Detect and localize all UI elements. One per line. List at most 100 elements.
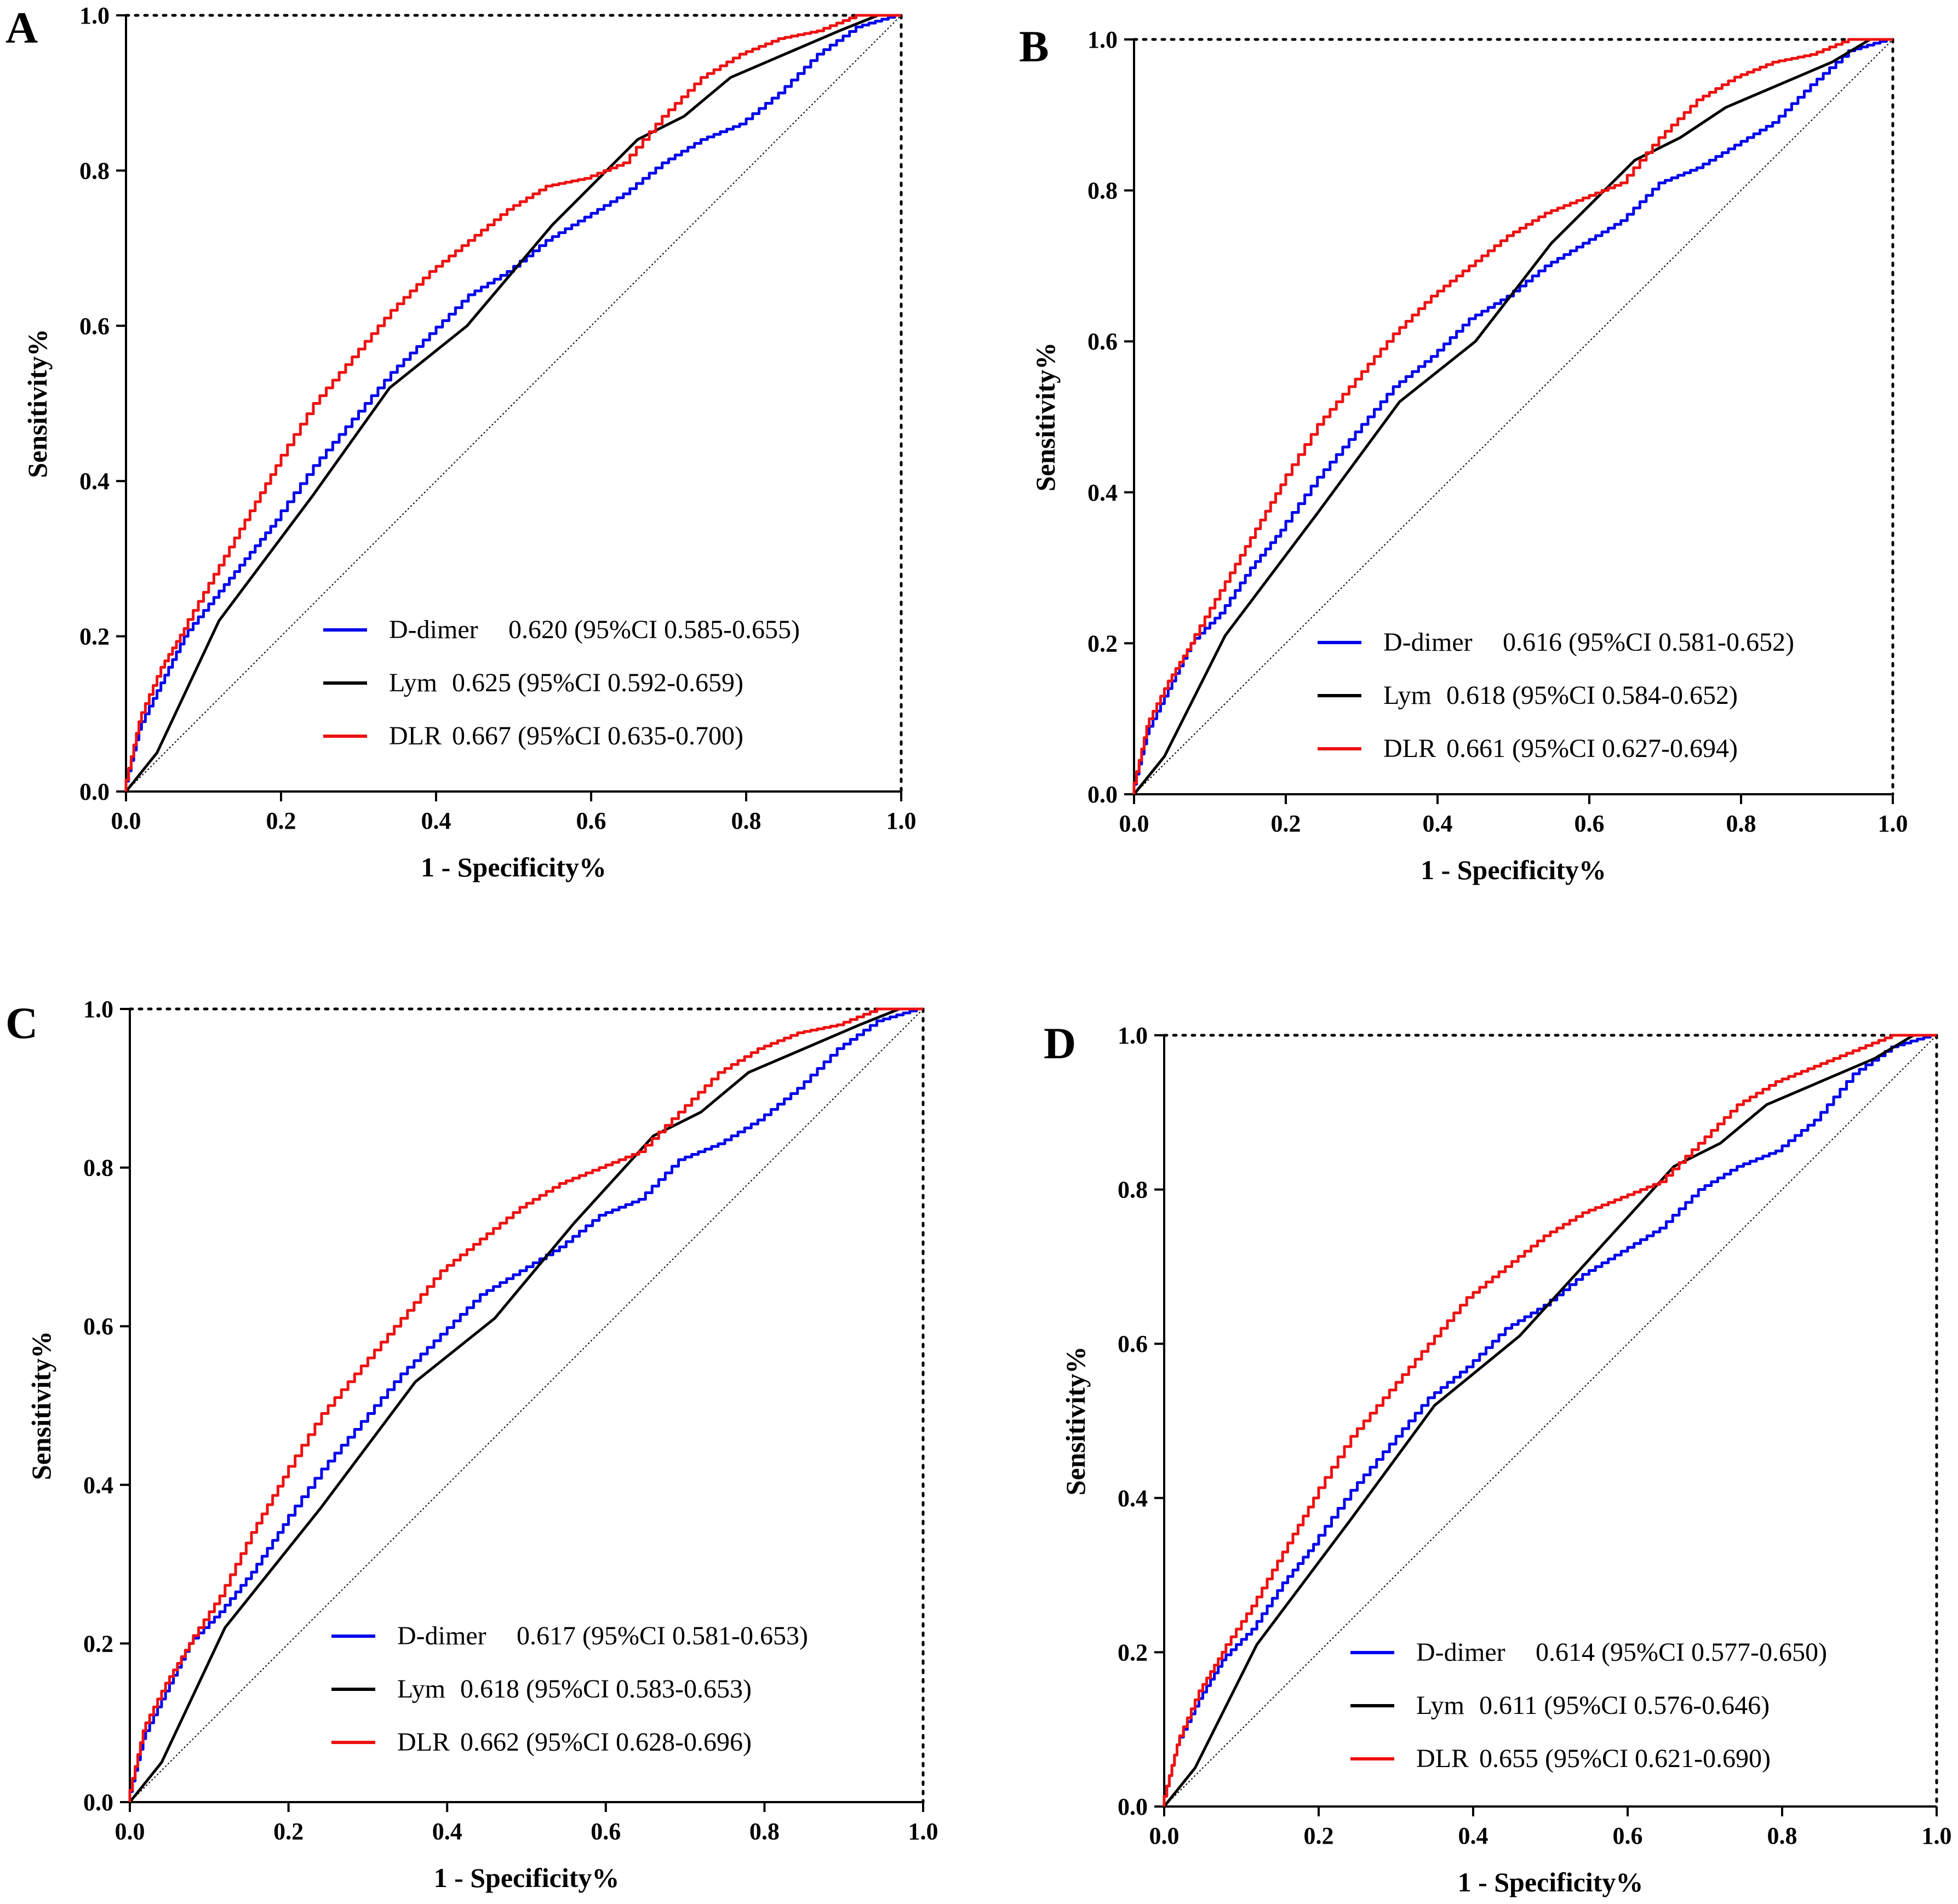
panel-c-y-tick-label: 0.4 xyxy=(83,1472,113,1499)
panel-a-legend-item-lym: Lym 0.625 (95%CI 0.592-0.659) xyxy=(323,668,743,697)
panel-c: C 0.0 0.2 0.4 0.6 0.8 1.0 0.0 0.2 0.4 0.6 0.8 1.0 1 -… xyxy=(5,996,938,1893)
panel-d-legend-label: D-dimer xyxy=(1416,1638,1505,1667)
panel-b-legend-label: D-dimer xyxy=(1383,628,1473,657)
panel-b-legend-label: DLR xyxy=(1383,734,1436,763)
panel-d-x-tick-label: 1.0 xyxy=(1922,1822,1952,1849)
panel-d-legend-label: DLR xyxy=(1416,1744,1469,1773)
panel-c-legend-item-lym: Lym 0.618 (95%CI 0.583-0.653) xyxy=(331,1674,752,1704)
panel-a-legend-item-dlr: DLR 0.667 (95%CI 0.635-0.700) xyxy=(323,721,743,750)
panel-c-y-axis-title: Sensitivity% xyxy=(26,1331,56,1480)
panel-d-y-tick-label: 0.6 xyxy=(1118,1330,1148,1357)
panel-b-x-tick-label: 0.6 xyxy=(1575,810,1605,837)
panel-a-legend-item-d-dimer: D-dimer 0.620 (95%CI 0.585-0.655) xyxy=(323,615,800,644)
panel-a-x-tick-label: 0.8 xyxy=(731,807,762,834)
panel-c-y-tick-label: 1.0 xyxy=(83,996,113,1023)
panel-d-legend-item-lym: Lym 0.611 (95%CI 0.576-0.646) xyxy=(1350,1691,1770,1720)
panel-a-legend-auc: 0.620 (95%CI 0.585-0.655) xyxy=(508,615,800,644)
panel-d-y-tick-label: 0.2 xyxy=(1118,1639,1148,1666)
panel-b-x-tick-label: 0.0 xyxy=(1119,810,1149,837)
panel-a-legend-label: DLR xyxy=(389,721,442,750)
panel-c-legend-label: DLR xyxy=(397,1728,450,1757)
panel-a-y-tick-label: 0.0 xyxy=(79,778,110,805)
panel-d-x-tick-label: 0.4 xyxy=(1458,1822,1488,1849)
panel-c-x-tick-label: 0.6 xyxy=(591,1818,621,1845)
panel-c-y-tick-label: 0.8 xyxy=(83,1155,113,1182)
panel-d-curve-d-dimer xyxy=(1163,1034,1937,1806)
panel-a-legend-auc: 0.625 (95%CI 0.592-0.659) xyxy=(452,668,743,697)
panel-c-curve-d-dimer xyxy=(128,1007,923,1802)
panel-c-legend-label: Lym xyxy=(397,1674,445,1704)
panel-b-x-tick-label: 0.2 xyxy=(1271,810,1301,837)
panel-d-x-tick-label: 0.8 xyxy=(1767,1822,1797,1849)
panel-d-x-axis-title: 1 - Specificity% xyxy=(1458,1867,1644,1897)
panel-c-curve-lym xyxy=(129,1007,923,1803)
panel-b-y-axis-title: Sensitivity% xyxy=(1030,342,1061,491)
panel-c-y-tick-label: 0.6 xyxy=(83,1313,113,1340)
panel-b-legend-item-lym: Lym 0.618 (95%CI 0.584-0.652) xyxy=(1318,681,1738,710)
panel-a-reference-diagonal xyxy=(125,15,902,792)
panel-d-legend-label: Lym xyxy=(1416,1691,1464,1720)
panel-c-legend-item-d-dimer: D-dimer 0.617 (95%CI 0.581-0.653) xyxy=(331,1621,808,1650)
panel-b-letter: B xyxy=(1019,21,1049,71)
panel-c-y-tick-label: 0.0 xyxy=(83,1789,113,1816)
panel-c-curve-dlr xyxy=(128,1007,923,1802)
panel-d-y-tick-label: 0.4 xyxy=(1118,1485,1148,1512)
panel-c-x-tick-label: 1.0 xyxy=(908,1818,938,1845)
panel-d-x-tick-label: 0.0 xyxy=(1149,1822,1180,1849)
panel-b-legend-item-dlr: DLR 0.661 (95%CI 0.627-0.694) xyxy=(1318,734,1738,763)
panel-b-y-tick-label: 0.4 xyxy=(1087,479,1118,506)
panel-d-y-tick-label: 0.8 xyxy=(1118,1177,1148,1203)
panel-d-legend-item-d-dimer: D-dimer 0.614 (95%CI 0.577-0.650) xyxy=(1350,1638,1827,1667)
panel-c-x-tick-label: 0.2 xyxy=(273,1818,304,1845)
panel-a-y-tick-label: 0.4 xyxy=(79,468,110,495)
panel-c-letter: C xyxy=(5,998,38,1048)
panel-a-x-tick-label: 0.0 xyxy=(111,807,141,834)
panel-b-y-tick-label: 0.8 xyxy=(1087,177,1118,204)
panel-d-legend-auc: 0.655 (95%CI 0.621-0.690) xyxy=(1479,1744,1771,1773)
panel-b-y-tick-label: 0.2 xyxy=(1087,630,1118,657)
panel-b-legend-auc: 0.661 (95%CI 0.627-0.694) xyxy=(1446,734,1738,763)
panel-a-curve-dlr xyxy=(124,14,901,792)
panel-b-legend-item-d-dimer: D-dimer 0.616 (95%CI 0.581-0.652) xyxy=(1318,628,1794,657)
panel-a-legend-label: D-dimer xyxy=(389,615,478,644)
panel-a-x-tick-label: 0.6 xyxy=(576,807,606,834)
panel-a-x-tick-label: 0.2 xyxy=(266,807,296,834)
panel-d-y-axis-title: Sensitivity% xyxy=(1060,1346,1091,1495)
panel-c-legend-item-dlr: DLR 0.662 (95%CI 0.628-0.696) xyxy=(331,1728,752,1757)
panel-a-letter: A xyxy=(5,3,38,53)
panel-b-y-tick-label: 0.0 xyxy=(1087,781,1118,808)
panel-a: A 0.0 0.2 0.4 0.6 0.8 1.0 0.0 0.2 0.4 0.6 0.8 1.0 1 -… xyxy=(5,2,917,882)
panel-b-x-axis-title: 1 - Specificity% xyxy=(1421,854,1606,885)
panel-b-x-tick-label: 1.0 xyxy=(1878,810,1908,837)
panel-b-legend-auc: 0.616 (95%CI 0.581-0.652) xyxy=(1503,628,1794,657)
panel-c-x-tick-label: 0.0 xyxy=(115,1818,145,1845)
panel-a-x-axis-title: 1 - Specificity% xyxy=(421,852,606,882)
panel-d-y-tick-label: 0.0 xyxy=(1118,1793,1148,1820)
panel-b-y-tick-label: 1.0 xyxy=(1087,26,1118,53)
panel-d-x-tick-label: 0.6 xyxy=(1613,1822,1643,1849)
panel-b-curve-dlr xyxy=(1132,38,1893,794)
panel-d-curve-lym xyxy=(1163,1034,1937,1808)
panel-d-reference-diagonal xyxy=(1164,1035,1937,1807)
panel-a-legend-label: Lym xyxy=(389,668,437,697)
panel-c-x-axis-title: 1 - Specificity% xyxy=(434,1862,620,1893)
panel-b: B 0.0 0.2 0.4 0.6 0.8 1.0 0.0 0.2 0.4 0.6 0.8 1.0 1 -… xyxy=(1019,21,1908,885)
panel-c-x-tick-label: 0.4 xyxy=(432,1818,462,1845)
panel-d-legend-auc: 0.614 (95%CI 0.577-0.650) xyxy=(1536,1638,1827,1667)
panel-b-x-tick-label: 0.8 xyxy=(1726,810,1756,837)
panel-c-legend-auc: 0.662 (95%CI 0.628-0.696) xyxy=(460,1728,752,1757)
panel-b-curve-d-dimer xyxy=(1132,38,1893,794)
panel-a-y-tick-label: 0.2 xyxy=(79,623,110,650)
panel-d-curve-dlr xyxy=(1163,1034,1937,1806)
panel-a-y-tick-label: 0.8 xyxy=(79,157,110,184)
panel-c-reference-diagonal xyxy=(129,1008,924,1803)
panel-a-legend-auc: 0.667 (95%CI 0.635-0.700) xyxy=(452,721,743,750)
panel-b-y-tick-label: 0.6 xyxy=(1087,328,1118,355)
panel-a-x-tick-label: 1.0 xyxy=(886,807,917,834)
panel-b-x-tick-label: 0.4 xyxy=(1423,810,1453,837)
panel-c-y-tick-label: 0.2 xyxy=(83,1630,113,1657)
panel-b-curve-lym xyxy=(1133,38,1893,795)
panel-d-legend-auc: 0.611 (95%CI 0.576-0.646) xyxy=(1479,1691,1770,1720)
panel-b-legend-auc: 0.618 (95%CI 0.584-0.652) xyxy=(1446,681,1738,710)
panel-c-x-tick-label: 0.8 xyxy=(749,1818,780,1845)
